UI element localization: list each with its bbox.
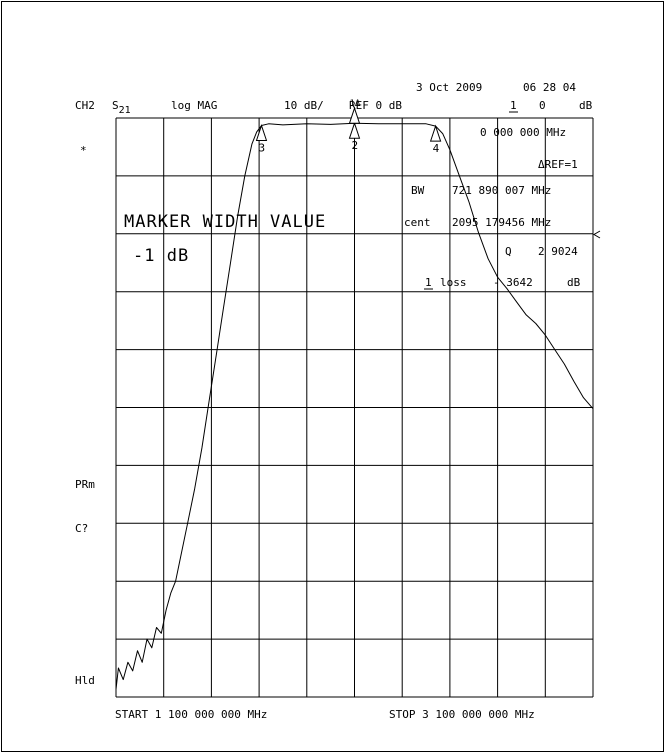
- loss-label: loss: [440, 276, 467, 289]
- marker-width-title: MARKER WIDTH VALUE: [124, 212, 326, 232]
- hld-label: Hld: [75, 674, 95, 687]
- marker-2-triangle: [348, 121, 361, 139]
- marker-unit: dB: [579, 99, 593, 112]
- marker-label: 3: [258, 142, 265, 155]
- header-time: 06 28 04: [523, 81, 576, 94]
- delta-ref: ΔREF=1: [538, 158, 578, 171]
- marker-label: 2: [352, 139, 359, 152]
- grid: [115, 117, 594, 698]
- q-value: 2 9024: [538, 245, 578, 258]
- cq-label: C?: [75, 522, 88, 535]
- q-label: Q: [505, 245, 512, 258]
- bw-value: 721 890 007 MHz: [452, 184, 551, 197]
- ref-label: REF 0 dB: [349, 99, 402, 112]
- marker-layer: 3 2 1Δ 4: [255, 99, 442, 155]
- stop-freq: STOP 3 100 000 000 MHz: [389, 708, 535, 721]
- format-label: log MAG: [171, 99, 217, 112]
- param-label: S21: [112, 99, 131, 116]
- header-date: 3 Oct 2009: [416, 81, 482, 94]
- marker-label: 1Δ: [350, 99, 361, 109]
- marker-label: 4: [433, 142, 440, 155]
- star-label: *: [80, 144, 87, 157]
- marker-1Δ-triangle: [348, 106, 361, 124]
- start-freq: START 1 100 000 000 MHz: [115, 708, 267, 721]
- marker-freq: 0 000 000 MHz: [480, 126, 566, 139]
- loss-value: - 3642: [493, 276, 533, 289]
- cent-label: cent: [404, 216, 431, 229]
- marker-4-triangle: [429, 124, 442, 142]
- cent-value: 2095 179456 MHz: [452, 216, 551, 229]
- loss-unit: dB: [567, 276, 581, 289]
- marker-value: 0: [539, 99, 546, 112]
- scale-label: 10 dB/: [284, 99, 324, 112]
- marker-3-triangle: [255, 123, 268, 142]
- channel-label: CH2: [75, 99, 95, 112]
- loss-number: 1: [425, 276, 432, 289]
- marker-width-value: -1 dB: [133, 246, 189, 266]
- marker-number: 1: [510, 99, 517, 112]
- bw-label: BW: [411, 184, 425, 197]
- prm-label: PRm: [75, 478, 95, 491]
- ref-level-pointer: [593, 230, 601, 239]
